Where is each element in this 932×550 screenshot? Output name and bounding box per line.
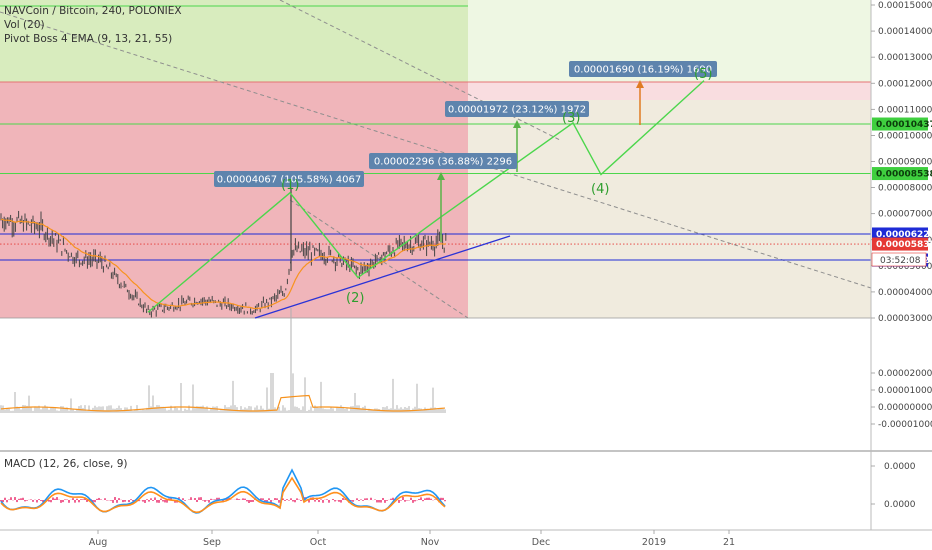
- price-tick-11: 0.00004000: [878, 288, 932, 298]
- callout-2: 0.00002296 (36.88%) 2296: [369, 153, 517, 169]
- price-tag-1: [872, 167, 928, 181]
- time-tick-5: 2019: [642, 537, 666, 548]
- countdown-text: 03:52:08: [880, 256, 921, 266]
- price-tag-text-2: 0.00006221: [876, 230, 932, 240]
- time-tick-3: Nov: [421, 537, 440, 548]
- price-tag-2: [872, 227, 928, 241]
- price-tick-1: 0.00014000: [878, 27, 932, 37]
- wave-label-2: (2): [346, 291, 364, 306]
- macd-legend: MACD (12, 26, close, 9): [4, 458, 127, 470]
- time-tick-2: Oct: [310, 537, 327, 548]
- price-tick-8: 0.00007000: [878, 210, 932, 220]
- callout-3: 0.00001972 (23.12%) 1972: [445, 101, 589, 117]
- volume-tick-2: 0.00000000: [878, 403, 932, 413]
- callout-1-text: 0.00004067 (105.58%) 4067: [217, 175, 362, 186]
- volume-tick-3: -0.00001000: [878, 420, 932, 430]
- price-candles: [0, 187, 447, 318]
- macd-tick-1: 0.0000: [884, 500, 916, 510]
- price-tick-7: 0.00008000: [878, 184, 932, 194]
- price-tick-0: 0.00015000: [878, 1, 932, 11]
- price-levels: [0, 123, 871, 261]
- price-tick-12: 0.00003000: [878, 314, 932, 324]
- price-axis[interactable]: 0.00015000 0.00014000 0.00013000 0.00012000…: [871, 1, 932, 510]
- macd-line: [0, 468, 446, 514]
- zone-green-projection: [468, 100, 871, 318]
- price-tag-0: [872, 117, 928, 131]
- price-tag-text-0: 0.00010437: [876, 120, 932, 130]
- elliott-wave-path: [147, 80, 705, 313]
- zone-red-past: [0, 82, 468, 318]
- macd-tick-0: 0.0000: [884, 462, 916, 472]
- callout-4: 0.00001690 (16.19%) 1690: [569, 61, 717, 77]
- descending-trendline-dashed: [0, 11, 872, 289]
- price-tick-6: 0.00009000: [878, 158, 932, 168]
- ema-legend: Pivot Boss 4 EMA (9, 13, 21, 55): [4, 33, 172, 45]
- volume-tick-0: 0.00002000: [878, 369, 932, 379]
- callout-3-text: 0.00001972 (23.12%) 1972: [448, 105, 586, 116]
- rising-support-trendline: [254, 235, 511, 319]
- symbol-title: NAVCoin / Bitcoin, 240, POLONIEX: [4, 5, 182, 17]
- price-tag-3: [872, 237, 928, 251]
- price-tick-2: 0.00013000: [878, 53, 932, 63]
- wave-label-5: (5): [694, 67, 712, 82]
- time-tick-6: 21: [723, 537, 735, 548]
- countdown-tag: 03:52:08: [871, 252, 927, 267]
- target-zone-green: [0, 0, 468, 82]
- volume-legend: Vol (20): [4, 19, 45, 31]
- wave-label-3: (3): [562, 111, 580, 126]
- price-tick-5: 0.00010000: [878, 131, 932, 141]
- price-tag-text-3: 0.00005835: [876, 240, 932, 250]
- time-tick-1: Sep: [203, 537, 221, 548]
- volume-bars: [0, 308, 446, 413]
- time-tick-4: Dec: [532, 537, 550, 548]
- volume-tick-1: 0.00001000: [878, 386, 932, 396]
- callout-2-text: 0.00002296 (36.88%) 2296: [374, 157, 512, 168]
- price-tick-10: 0.00005000: [878, 262, 932, 272]
- price-tick-4: 0.00011000: [878, 105, 932, 115]
- time-axis[interactable]: Aug Sep Oct Nov Dec 2019 21: [89, 530, 735, 548]
- ascending-trendline-dashed: [289, 199, 469, 319]
- price-tick-3: 0.00012000: [878, 79, 932, 89]
- time-tick-0: Aug: [89, 537, 108, 548]
- price-tag-text-1: 0.00008538: [876, 170, 932, 180]
- volume-ma-line: [0, 394, 446, 412]
- macd-panel: [0, 468, 446, 514]
- wave-label-4: (4): [591, 182, 609, 197]
- macd-signal-line: [0, 476, 446, 514]
- callout-4-text: 0.00001690 (16.19%) 1690: [574, 65, 712, 76]
- ema-line: [0, 218, 446, 310]
- wave-label-1: (1): [281, 178, 299, 193]
- callout-1: 0.00004067 (105.58%) 4067: [214, 171, 364, 187]
